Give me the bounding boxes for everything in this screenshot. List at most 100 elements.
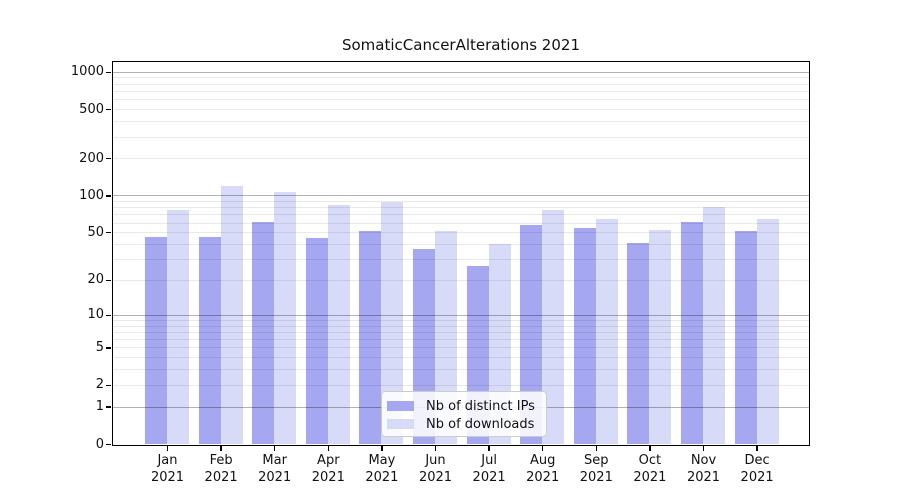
y-tick-label-100: 100 xyxy=(79,187,104,203)
gridline-y-300 xyxy=(113,136,809,138)
x-tick-mark-apr xyxy=(327,446,329,451)
x-tick-label-dec: Dec 2021 xyxy=(740,453,774,485)
y-tick-mark-100 xyxy=(106,195,111,197)
y-tick-mark-2 xyxy=(106,384,111,386)
gridline-y-1000 xyxy=(113,71,809,73)
legend-label-downloads: Nb of downloads xyxy=(426,416,535,432)
y-tick-mark-1 xyxy=(106,406,111,408)
gridline-y-800 xyxy=(113,83,809,85)
y-tick-mark-1000 xyxy=(106,71,111,73)
bar-distinct-ips-feb xyxy=(198,236,221,444)
gridline-y-7 xyxy=(113,331,809,333)
bar-distinct-ips-nov xyxy=(681,221,703,444)
y-tick-mark-200 xyxy=(106,158,111,160)
gridline-y-90 xyxy=(113,200,809,202)
legend: Nb of distinct IPs Nb of downloads xyxy=(381,391,547,437)
bar-downloads-nov xyxy=(703,207,725,444)
plot-area xyxy=(112,61,810,446)
x-tick-label-jul: Jul 2021 xyxy=(472,453,506,485)
gridline-y-70 xyxy=(113,214,809,216)
x-tick-label-apr: Apr 2021 xyxy=(311,453,345,485)
gridline-y-700 xyxy=(113,91,809,92)
y-tick-label-200: 200 xyxy=(79,150,104,166)
y-tick-mark-10 xyxy=(106,314,111,316)
y-tick-mark-5 xyxy=(106,347,111,349)
y-tick-mark-500 xyxy=(106,108,111,111)
bar-distinct-ips-aug xyxy=(520,225,543,444)
x-tick-mark-may xyxy=(381,446,383,451)
bar-distinct-ips-apr xyxy=(305,237,328,444)
bar-downloads-jun xyxy=(435,231,457,444)
gridline-y-2 xyxy=(113,384,809,386)
bar-downloads-apr xyxy=(327,205,350,444)
x-tick-label-aug: Aug 2021 xyxy=(526,453,560,485)
gridline-y-4 xyxy=(113,357,809,359)
x-tick-mark-jun xyxy=(434,446,437,451)
x-tick-mark-mar xyxy=(274,446,276,451)
gridline-y-400 xyxy=(113,121,809,123)
x-tick-mark-jul xyxy=(488,446,490,451)
gridline-y-200 xyxy=(113,158,809,160)
bar-downloads-may xyxy=(381,202,404,444)
gridline-y-20 xyxy=(113,279,809,281)
gridline-y-600 xyxy=(113,99,809,101)
gridline-y-3 xyxy=(113,369,809,371)
x-tick-mark-sep xyxy=(595,446,597,451)
chart-title: SomaticCancerAlterations 2021 xyxy=(341,36,580,54)
gridline-y-5 xyxy=(113,347,809,349)
bar-distinct-ips-jan xyxy=(145,236,167,444)
gridline-y-10 xyxy=(113,314,809,316)
legend-item-distinct-ips: Nb of distinct IPs xyxy=(387,397,546,415)
y-tick-label-500: 500 xyxy=(79,101,104,117)
bar-downloads-mar xyxy=(274,192,297,444)
gridline-y-900 xyxy=(113,77,809,79)
x-tick-mark-jan xyxy=(166,446,169,451)
legend-label-distinct-ips: Nb of distinct IPs xyxy=(426,398,535,414)
y-tick-label-50: 50 xyxy=(87,224,104,240)
gridline-y-100 xyxy=(113,195,809,197)
bar-distinct-ips-dec xyxy=(734,231,757,444)
y-tick-mark-20 xyxy=(106,279,111,282)
y-tick-label-1: 1 xyxy=(95,399,104,415)
x-tick-label-mar: Mar 2021 xyxy=(258,453,292,485)
gridline-y-40 xyxy=(113,243,809,245)
x-tick-label-oct: Oct 2021 xyxy=(633,453,667,485)
x-tick-mark-feb xyxy=(220,446,222,451)
gridline-y-9 xyxy=(113,319,809,321)
x-tick-mark-nov xyxy=(702,446,705,451)
bar-downloads-oct xyxy=(649,230,672,444)
bar-downloads-jan xyxy=(167,209,189,444)
x-tick-mark-aug xyxy=(542,446,544,451)
legend-item-downloads: Nb of downloads xyxy=(387,415,546,433)
gridline-y-6 xyxy=(113,339,809,341)
bar-downloads-feb xyxy=(220,185,243,444)
gridline-y-8 xyxy=(113,325,809,327)
y-tick-label-2: 2 xyxy=(95,377,104,393)
gridline-y-80 xyxy=(113,207,809,209)
gridline-y-50 xyxy=(113,232,809,234)
x-tick-label-jun: Jun 2021 xyxy=(418,453,453,485)
bar-distinct-ips-mar xyxy=(252,221,275,444)
gridline-y-60 xyxy=(113,222,809,224)
y-tick-label-20: 20 xyxy=(87,272,104,288)
bar-downloads-sep xyxy=(595,219,618,444)
x-tick-label-jan: Jan 2021 xyxy=(150,453,185,485)
y-tick-mark-0 xyxy=(106,443,111,446)
bar-distinct-ips-sep xyxy=(573,228,596,444)
y-tick-label-10: 10 xyxy=(87,307,104,323)
y-tick-label-5: 5 xyxy=(95,339,104,355)
x-tick-label-nov: Nov 2021 xyxy=(686,453,721,485)
x-tick-mark-dec xyxy=(756,446,758,451)
bar-distinct-ips-oct xyxy=(627,242,650,444)
legend-swatch-distinct-ips xyxy=(387,401,414,411)
x-tick-mark-oct xyxy=(649,446,651,451)
bar-downloads-aug xyxy=(542,209,565,444)
x-tick-label-feb: Feb 2021 xyxy=(204,453,238,485)
y-tick-label-1000: 1000 xyxy=(70,64,104,80)
y-tick-label-0: 0 xyxy=(95,436,104,452)
x-tick-label-may: May 2021 xyxy=(365,453,399,485)
gridline-y-30 xyxy=(113,259,809,260)
legend-swatch-downloads xyxy=(387,419,414,429)
bar-downloads-dec xyxy=(756,219,779,444)
